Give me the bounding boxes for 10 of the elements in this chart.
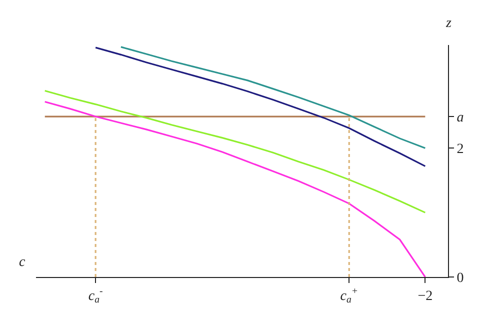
x-tick-label: −2 (418, 288, 433, 304)
y-tick-label: a (456, 110, 464, 126)
y-tick-label: 2 (456, 142, 464, 158)
line-series (120, 46, 426, 149)
line-series (44, 90, 426, 214)
y-tick-label: 0 (456, 270, 464, 286)
x-axis-title: c (19, 255, 26, 270)
y-axis-title: z (445, 16, 452, 31)
line-series (94, 46, 426, 167)
line-series (44, 100, 426, 277)
